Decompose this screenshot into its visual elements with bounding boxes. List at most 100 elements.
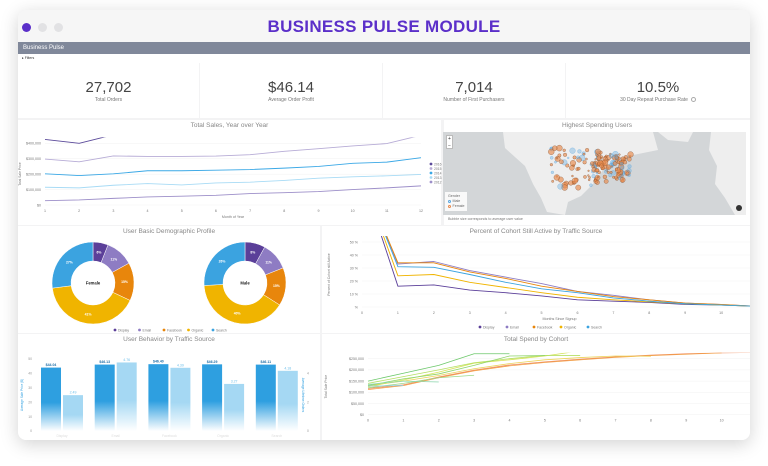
- bar-value-label: 4.39: [177, 363, 184, 367]
- y-tick-label: $400,000: [26, 142, 41, 146]
- bubble-male: [595, 172, 599, 175]
- series-line-2: [367, 355, 651, 386]
- zoom-out-button[interactable]: −: [448, 143, 451, 149]
- series-line-facebook: [386, 236, 750, 307]
- bubble-female: [606, 164, 612, 170]
- donut-center-label: Female: [86, 281, 101, 286]
- bubble-female: [582, 152, 586, 156]
- map-panel: Highest Spending Users + − Gender Male F…: [443, 120, 750, 225]
- kpi-value: $46.14: [268, 79, 314, 96]
- y-tick-label: $200,000: [26, 172, 41, 176]
- bubble-female: [576, 166, 581, 171]
- donut-slice-search[interactable]: [203, 241, 246, 286]
- x-tick-label: Facebook: [162, 434, 177, 438]
- x-axis-title: Month of Year: [222, 215, 245, 219]
- series-line-2014: [44, 157, 422, 176]
- compass-icon[interactable]: [736, 205, 742, 211]
- x-tick-label: 4: [147, 209, 149, 213]
- kpi-label: 30 Day Repeat Purchase Rate: [566, 97, 750, 103]
- legend-label: 2012: [434, 180, 442, 184]
- y-tick-label: $300,000: [26, 157, 41, 161]
- bubble-female: [572, 155, 577, 160]
- bubble-female: [552, 145, 558, 151]
- legend-marker: [429, 176, 433, 179]
- caret-right-icon: ▸: [22, 56, 25, 60]
- cohort-active-chart: %10 %20 %30 %40 %50 %0 1 2 3 4 5 6 7 8 9 10 11Month…: [327, 236, 750, 329]
- kpi-value: 27,702: [85, 79, 132, 96]
- legend-label: Email: [143, 328, 152, 332]
- map-canvas[interactable]: [443, 132, 746, 215]
- bubble-male: [589, 183, 593, 187]
- x-tick-label: 10: [719, 311, 723, 315]
- x-tick-label: 9: [317, 209, 319, 213]
- donut-slice-search[interactable]: [51, 241, 94, 289]
- y-tick-label: 20 %: [350, 279, 359, 283]
- y2-tick-label: 2: [307, 400, 309, 404]
- slice-label: 41%: [85, 312, 92, 316]
- legend-label: Female: [452, 204, 465, 208]
- legend-label: Male: [452, 199, 461, 203]
- bubble-female: [614, 155, 619, 160]
- bar-display-orders[interactable]: [63, 395, 83, 431]
- x-tick-label: Organic: [217, 434, 229, 438]
- legend-label: Email: [510, 325, 519, 329]
- chart-title: Percent of Cohort Still Active by Traffi…: [469, 228, 603, 235]
- bar-organic-price[interactable]: [202, 364, 223, 431]
- legend-marker: [113, 328, 117, 332]
- bubble-female: [627, 157, 632, 162]
- bar-email-price[interactable]: [94, 364, 115, 431]
- legend-marker: [586, 325, 590, 329]
- filters-toggle[interactable]: ▸ Filters: [18, 54, 750, 63]
- bubble-female: [587, 174, 590, 177]
- legend-label: 2015: [434, 167, 442, 171]
- chart-title: User Behavior by Traffic Source: [123, 336, 215, 343]
- bubble-male: [567, 156, 570, 159]
- x-tick-label: 8: [650, 419, 652, 423]
- zoom-in-button[interactable]: +: [448, 136, 451, 142]
- bar-display-price[interactable]: [41, 367, 61, 431]
- y-tick-label: $100,000: [26, 188, 41, 192]
- maximize-window-button[interactable]: [54, 23, 63, 32]
- minimize-window-button[interactable]: [38, 23, 47, 32]
- legend-marker: [138, 328, 141, 332]
- y-tick-label: 30 %: [350, 266, 359, 270]
- donut-slice-organic[interactable]: [52, 285, 131, 325]
- bar-email-orders[interactable]: [116, 362, 137, 431]
- bubble-female: [583, 175, 587, 179]
- x-tick-label: 4: [508, 419, 510, 423]
- bar-search-orders[interactable]: [277, 370, 298, 431]
- y-tick-label: 50: [28, 357, 32, 361]
- slice-label: 15%: [273, 284, 280, 288]
- bubble-female: [590, 161, 595, 166]
- legend-label: Search: [591, 325, 602, 329]
- bar-search-price[interactable]: [255, 364, 276, 431]
- bubble-female: [575, 184, 582, 191]
- x-tick-label: 1: [44, 209, 46, 213]
- series-line-display: [380, 236, 750, 307]
- circle-icon: [448, 199, 451, 203]
- y-axis-title: Total Sale Price: [324, 375, 328, 399]
- bar-value-label: $46.40: [153, 360, 164, 364]
- y2-tick-label: 4: [307, 372, 309, 376]
- x-tick-label: 2: [78, 209, 80, 213]
- x-tick-label: 5: [541, 311, 543, 315]
- x-tick-label: 0: [361, 311, 363, 315]
- bar-facebook-orders[interactable]: [170, 367, 191, 431]
- x-tick-label: Display: [56, 434, 67, 438]
- kpi-label: Average Order Profit: [268, 97, 314, 103]
- legend-label: 2013: [434, 176, 442, 180]
- kpi-repeat-purchase-rate: 10.5% 30 Day Repeat Purchase Rate: [566, 63, 750, 118]
- bubble-female: [569, 165, 575, 171]
- legend-marker: [187, 328, 190, 332]
- highest-spending-users-map[interactable]: + − Gender Male Female: [443, 132, 746, 215]
- x-tick-label: Email: [111, 434, 120, 438]
- bubble-female: [612, 161, 618, 166]
- slice-label: 26%: [219, 260, 226, 264]
- bubble-male: [591, 174, 596, 179]
- info-icon[interactable]: [690, 97, 696, 103]
- bar-facebook-price[interactable]: [148, 364, 169, 431]
- donut-slice-organic[interactable]: [203, 284, 280, 325]
- x-axis-title: Months Since Signup: [543, 317, 577, 321]
- close-window-button[interactable]: [22, 23, 31, 32]
- bar-organic-orders[interactable]: [224, 383, 245, 431]
